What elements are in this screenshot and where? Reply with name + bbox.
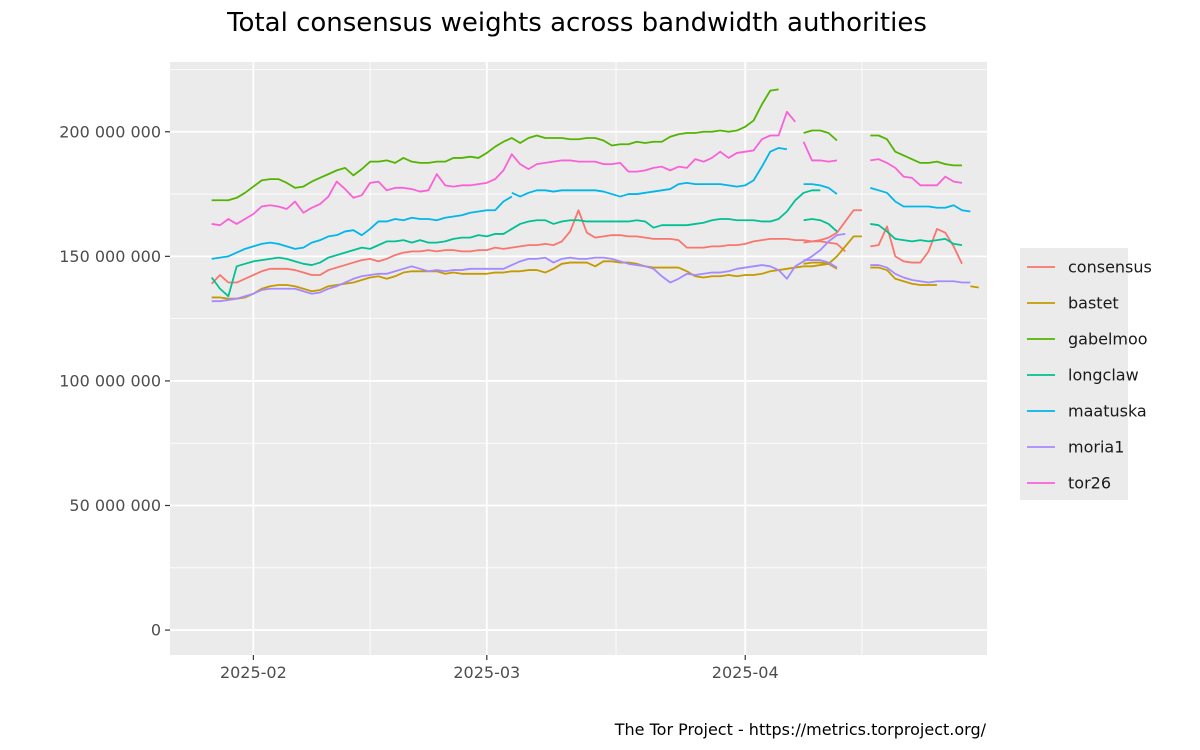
series-line-bastet (870, 266, 937, 286)
legend-label-consensus: consensus (1068, 258, 1152, 277)
series-line-tor26 (802, 141, 838, 163)
series-line-consensus (803, 240, 846, 253)
series-layer (210, 88, 979, 303)
chart-caption: The Tor Project - https://metrics.torpro… (614, 720, 987, 739)
legend-label-moria1: moria1 (1068, 438, 1124, 457)
series-line-gabelmoo (211, 88, 779, 202)
series-line-bastet (970, 285, 979, 289)
grid-major (170, 62, 987, 655)
series-line-gabelmoo (803, 129, 838, 142)
legend-label-bastet: bastet (1068, 294, 1119, 313)
chart-title: Total consensus weights across bandwidth… (226, 8, 927, 38)
legend-background (1020, 248, 1128, 500)
series-line-moria1 (211, 233, 846, 303)
series-bastet (211, 235, 979, 300)
series-line-longclaw (870, 223, 963, 247)
series-line-moria1 (803, 259, 838, 269)
series-line-tor26 (870, 158, 963, 187)
x-tick-label: 2025-02 (220, 663, 287, 682)
y-tick-label: 100 000 000 (59, 371, 161, 390)
series-gabelmoo (211, 88, 962, 202)
series-line-longclaw (210, 189, 821, 298)
legend-label-gabelmoo: gabelmoo (1068, 330, 1148, 349)
y-tick-label: 150 000 000 (59, 247, 161, 266)
series-line-moria1 (870, 264, 971, 284)
series-line-consensus (211, 209, 862, 285)
x-axis: 2025-02 2025-03 2025-04 (220, 655, 779, 682)
series-longclaw (210, 189, 963, 298)
legend-label-tor26: tor26 (1068, 474, 1111, 493)
plot-panel (170, 62, 987, 655)
y-tick-label: 200 000 000 (59, 122, 161, 141)
series-line-longclaw (803, 218, 838, 233)
x-tick-label: 2025-03 (453, 663, 520, 682)
series-line-maatuska (511, 147, 788, 198)
series-line-bastet (211, 235, 862, 300)
series-maatuska (211, 147, 971, 260)
series-line-gabelmoo (870, 134, 962, 167)
series-line-maatuska (211, 195, 513, 260)
series-line-maatuska (803, 183, 838, 195)
series-line-tor26 (211, 110, 796, 227)
legend: consensus bastet gabelmoo longclaw maatuska m… (1020, 248, 1152, 500)
y-axis: 0 50 000 000 100 000 000 150 000 000 200 000… (59, 122, 170, 640)
series-line-bastet (803, 261, 838, 270)
legend-label-longclaw: longclaw (1068, 366, 1139, 385)
y-tick-label: 0 (151, 621, 161, 640)
series-moria1 (211, 233, 971, 303)
legend-label-maatuska: maatuska (1068, 402, 1147, 421)
y-tick-label: 50 000 000 (69, 496, 161, 515)
series-line-maatuska (870, 186, 971, 213)
series-tor26 (211, 110, 963, 227)
x-tick-label: 2025-04 (712, 663, 779, 682)
